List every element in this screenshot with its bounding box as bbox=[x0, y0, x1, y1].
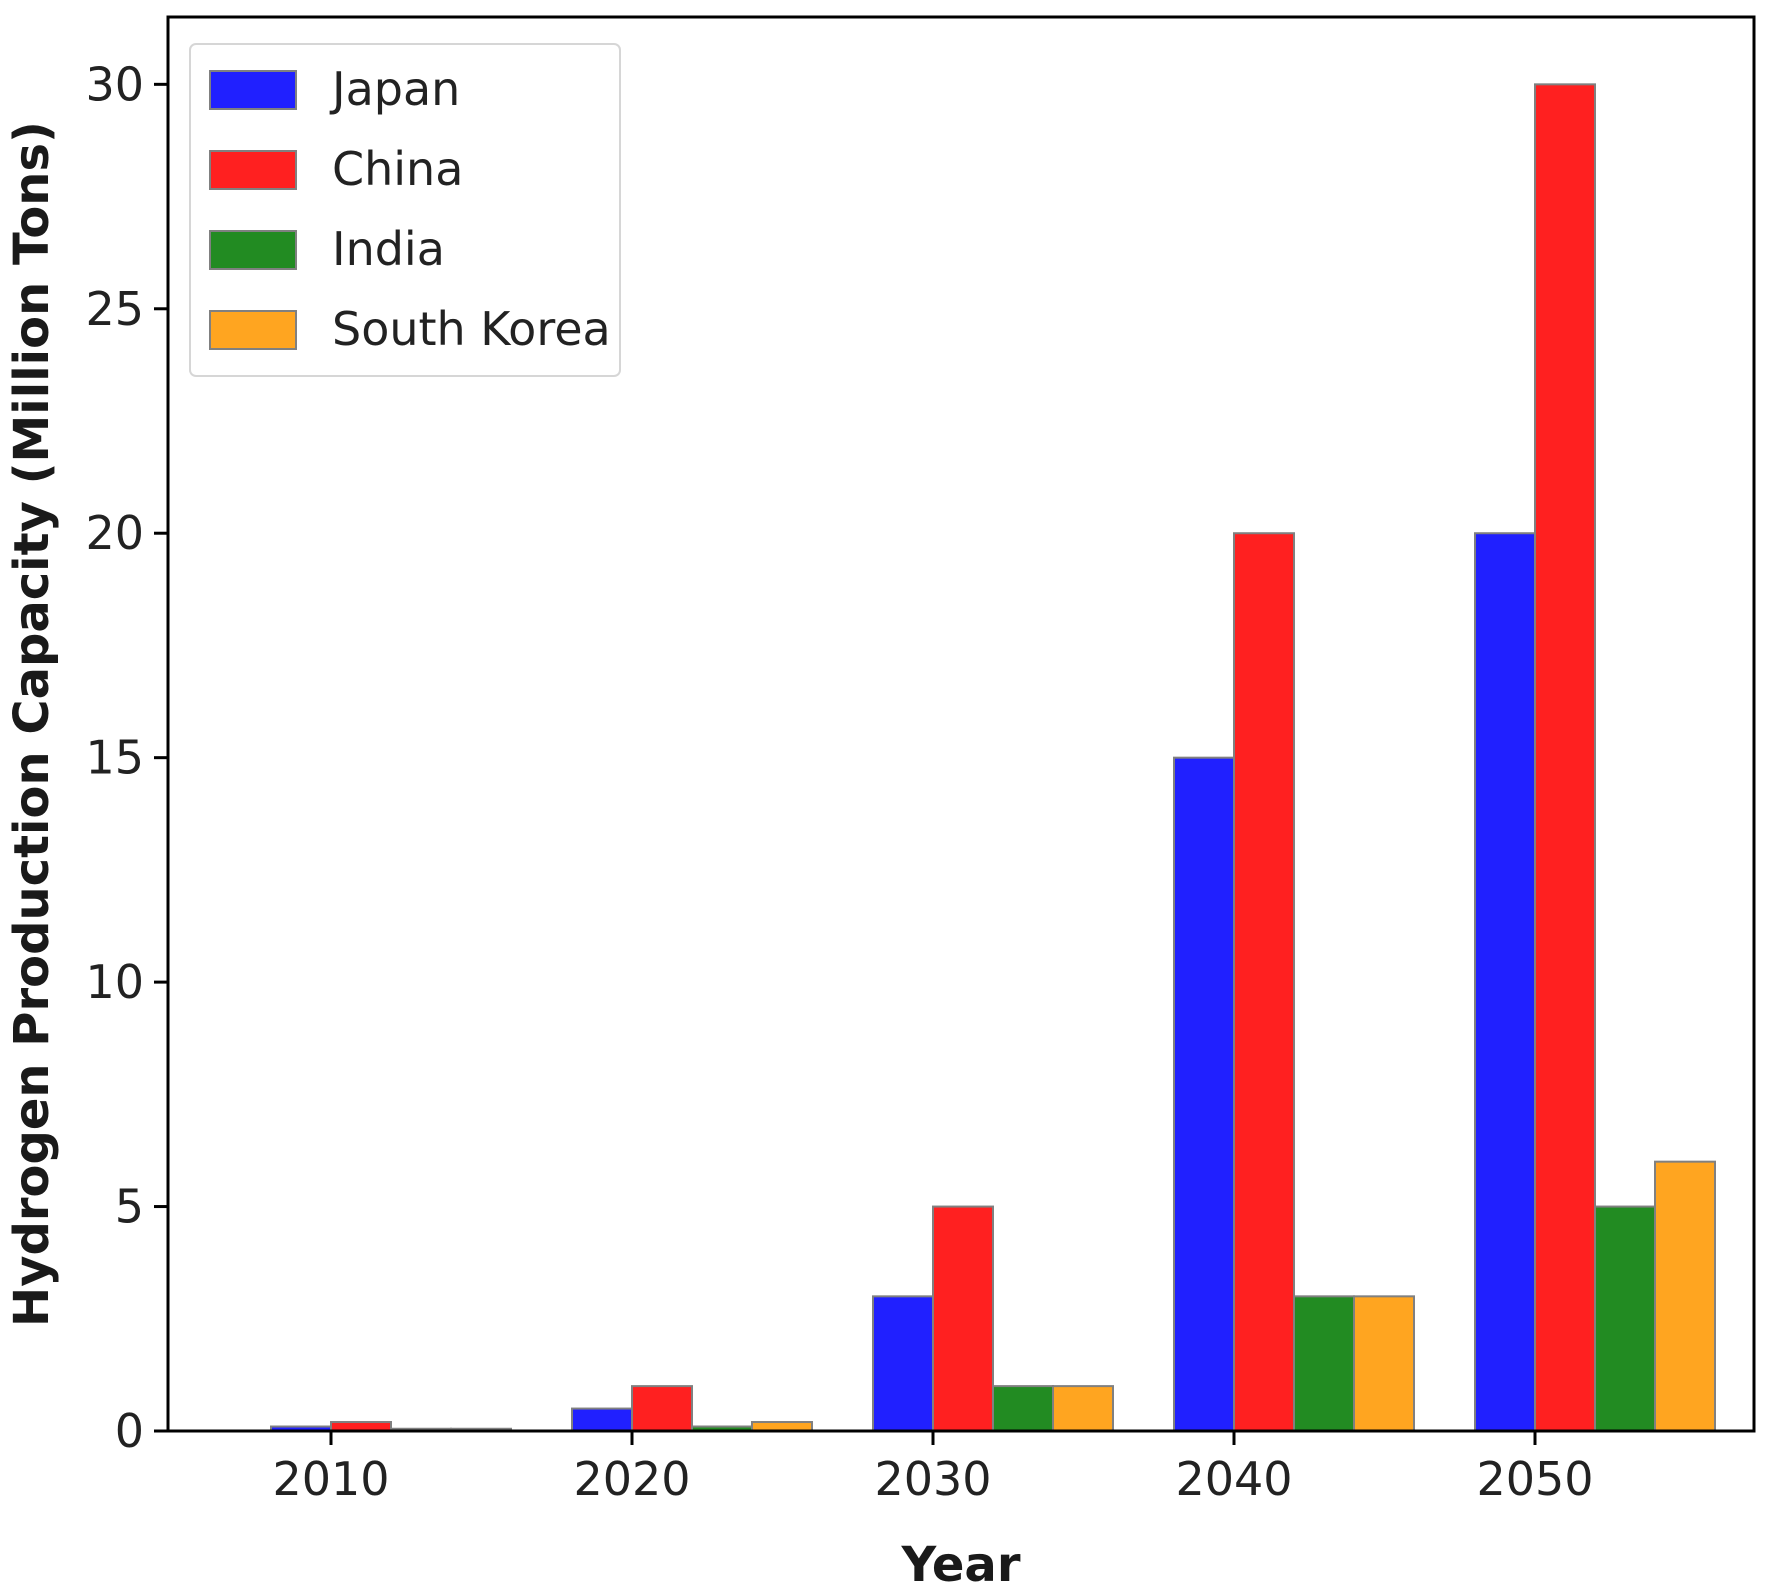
legend-label-india: India bbox=[332, 222, 445, 276]
x-axis: 2010 2020 2030 2040 2050 bbox=[272, 1431, 1594, 1506]
bar-china-2030 bbox=[932, 1205, 994, 1432]
legend-swatch-china bbox=[209, 150, 297, 190]
x-tick-label: 2050 bbox=[1476, 1452, 1593, 1506]
legend-label-south-korea: South Korea bbox=[332, 302, 611, 356]
y-tick-label: 30 bbox=[85, 57, 144, 111]
legend-swatch-japan bbox=[209, 70, 297, 110]
bar-japan-2020 bbox=[571, 1407, 633, 1432]
bar-south-korea-2030 bbox=[1052, 1385, 1114, 1432]
legend-swatch-south-korea bbox=[209, 310, 297, 350]
y-tick-label: 5 bbox=[115, 1180, 144, 1234]
bar-india-2040 bbox=[1293, 1295, 1355, 1433]
y-axis: 0 5 10 15 20 25 30 bbox=[85, 57, 168, 1458]
legend: Japan China India South Korea bbox=[189, 43, 621, 377]
bar-south-korea-2050 bbox=[1654, 1160, 1716, 1432]
y-tick-label: 0 bbox=[115, 1404, 144, 1458]
bar-china-2020 bbox=[631, 1385, 693, 1432]
bar-india-2030 bbox=[992, 1385, 1054, 1432]
bar-japan-2030 bbox=[872, 1295, 934, 1433]
plot-frame bbox=[166, 15, 1756, 1433]
y-axis-title: Hydrogen Production Capacity (Million To… bbox=[4, 121, 60, 1327]
x-tick-label: 2040 bbox=[1175, 1452, 1292, 1506]
y-tick-label: 25 bbox=[85, 282, 144, 336]
legend-frame bbox=[189, 43, 621, 377]
legend-label-china: China bbox=[332, 142, 463, 196]
bar-china-2040 bbox=[1233, 532, 1295, 1432]
y-tick-label: 15 bbox=[85, 731, 144, 785]
x-tick-label: 2020 bbox=[573, 1452, 690, 1506]
legend-swatch-india bbox=[209, 230, 297, 270]
bar-japan-2040 bbox=[1173, 756, 1235, 1432]
y-tick-label: 20 bbox=[85, 506, 144, 560]
bar-japan-2050 bbox=[1474, 532, 1536, 1432]
y-tick-label: 10 bbox=[85, 955, 144, 1009]
bar-china-2050 bbox=[1534, 83, 1596, 1432]
x-axis-title: Year bbox=[901, 1537, 1021, 1590]
legend-label-japan: Japan bbox=[329, 62, 460, 116]
bar-south-korea-2040 bbox=[1353, 1295, 1415, 1433]
bar-india-2050 bbox=[1594, 1205, 1656, 1432]
x-tick-label: 2030 bbox=[874, 1452, 991, 1506]
x-tick-label: 2010 bbox=[272, 1452, 389, 1506]
